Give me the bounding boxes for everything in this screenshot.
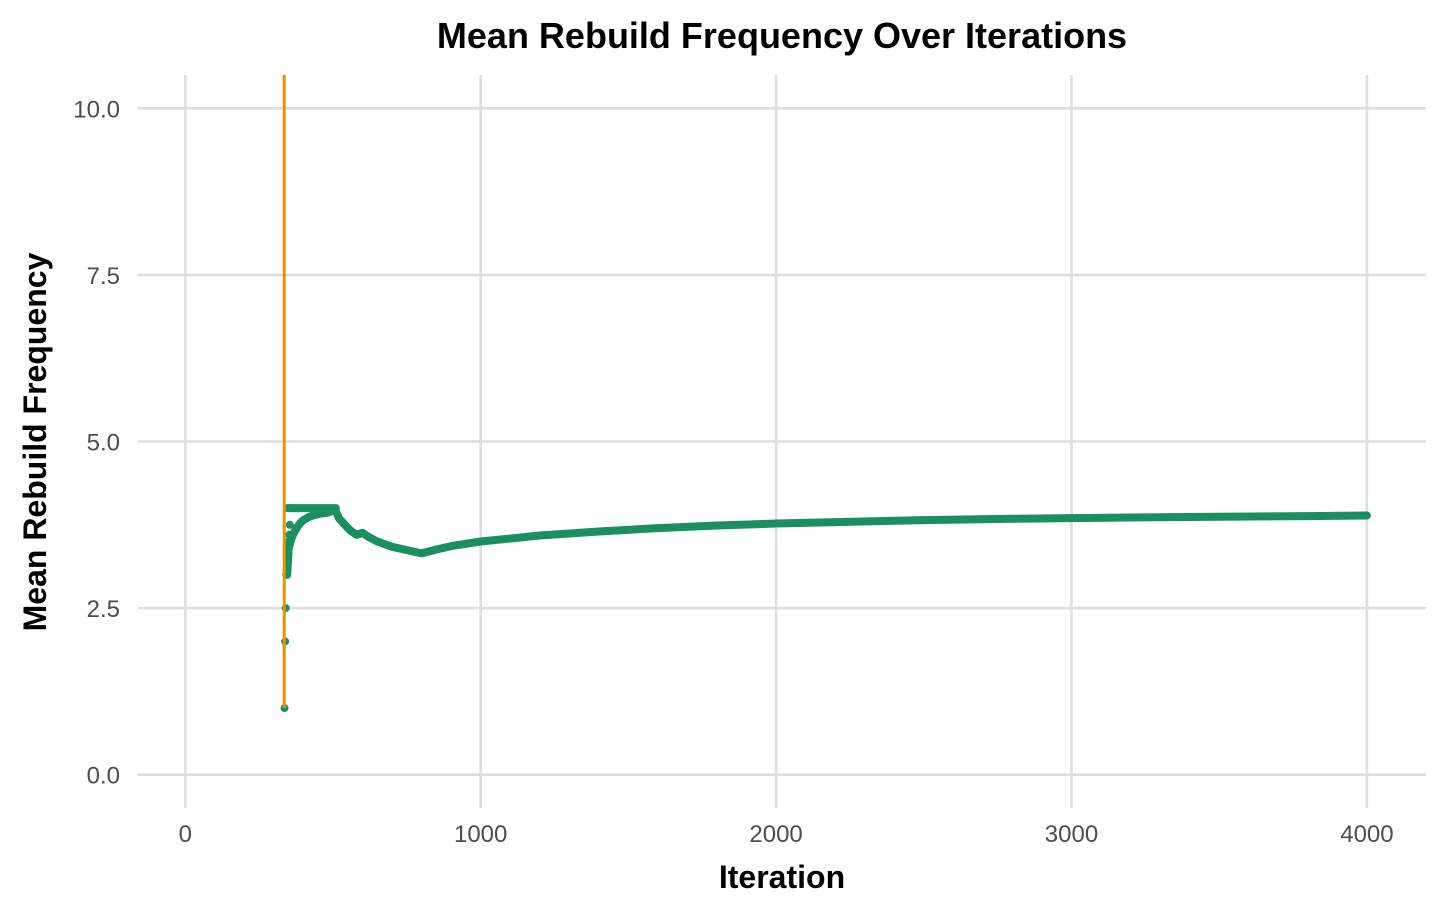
- x-tick-label: 4000: [1340, 821, 1393, 848]
- series-line: [283, 506, 1371, 579]
- data-point: [284, 537, 293, 546]
- x-tick-label: 0: [179, 821, 192, 848]
- y-tick-label: 5.0: [87, 430, 120, 457]
- data-point: [285, 520, 294, 529]
- chart-title: Mean Rebuild Frequency Over Iterations: [437, 15, 1127, 56]
- plot-area: [280, 75, 1371, 713]
- y-tick-label: 2.5: [87, 596, 120, 623]
- data-point: [285, 530, 294, 539]
- y-tick-label: 10.0: [73, 96, 120, 123]
- x-tick-label: 2000: [749, 821, 802, 848]
- data-point: [286, 504, 295, 513]
- data-point: [284, 548, 293, 557]
- y-tick-label: 0.0: [87, 763, 120, 790]
- y-axis-title: Mean Rebuild Frequency: [17, 252, 53, 631]
- x-tick-label: 1000: [454, 821, 507, 848]
- y-tick-label: 7.5: [87, 263, 120, 290]
- x-tick-label: 3000: [1045, 821, 1098, 848]
- tick-labels: 0 1000 2000 3000 4000 0.0 2.5 5.0 7.5 10.0: [73, 96, 1393, 848]
- x-axis-title: Iteration: [719, 859, 845, 895]
- grid: [138, 75, 1426, 808]
